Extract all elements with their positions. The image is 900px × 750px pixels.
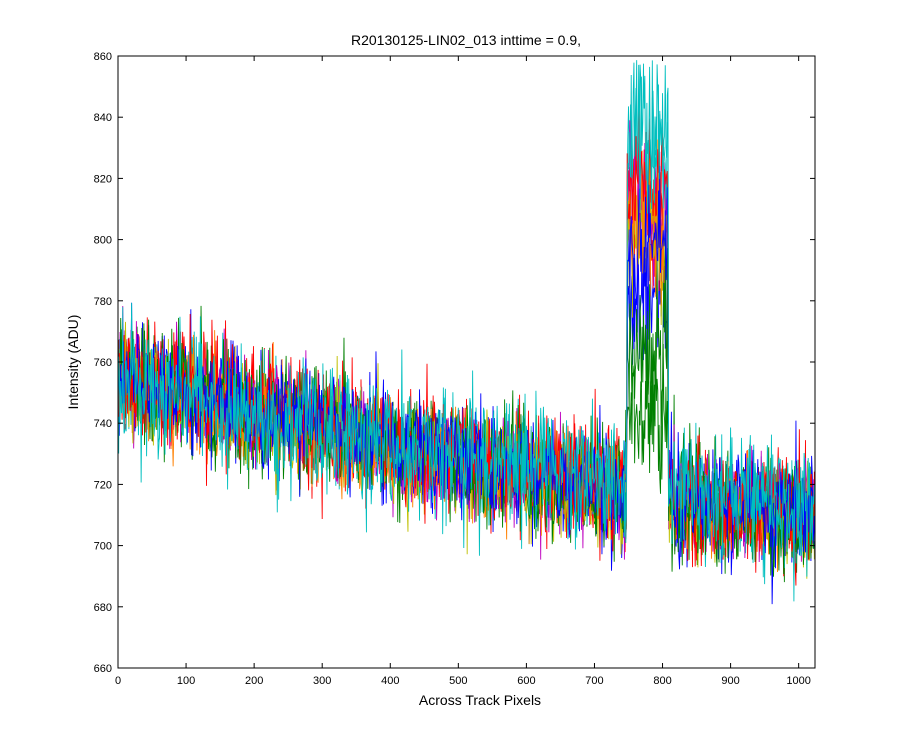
y-ticks: 660 680 700 720 740 760 780 800 820 840 860 [94, 51, 815, 675]
series-layer [118, 60, 815, 605]
y-tick-label: 780 [94, 296, 112, 308]
y-tick-label: 820 [94, 173, 112, 185]
x-tick-label: 100 [177, 675, 195, 687]
x-tick-label: 0 [115, 675, 121, 687]
x-tick-label: 800 [653, 675, 671, 687]
y-axis-label: Intensity (ADU) [65, 315, 81, 410]
x-tick-label: 500 [449, 675, 467, 687]
y-tick-label: 720 [94, 479, 112, 491]
x-tick-label: 600 [517, 675, 535, 687]
chart-title: R20130125-LIN02_013 inttime = 0.9, [351, 32, 581, 48]
x-tick-label: 1000 [786, 675, 810, 687]
y-tick-label: 800 [94, 235, 112, 247]
x-tick-label: 400 [381, 675, 399, 687]
y-tick-label: 660 [94, 663, 112, 675]
x-tick-label: 900 [721, 675, 739, 687]
y-tick-label: 740 [94, 418, 112, 430]
x-tick-label: 300 [313, 675, 331, 687]
x-axis-label: Across Track Pixels [419, 692, 541, 708]
x-ticks: 0 100 200 300 400 500 600 700 800 900 1000 [115, 56, 811, 687]
y-tick-label: 840 [94, 112, 112, 124]
series-line-11 [118, 62, 815, 602]
y-tick-label: 860 [94, 51, 112, 63]
y-tick-label: 700 [94, 541, 112, 553]
y-tick-label: 680 [94, 602, 112, 614]
y-tick-label: 760 [94, 357, 112, 369]
x-tick-label: 700 [585, 675, 603, 687]
x-tick-label: 200 [245, 675, 263, 687]
